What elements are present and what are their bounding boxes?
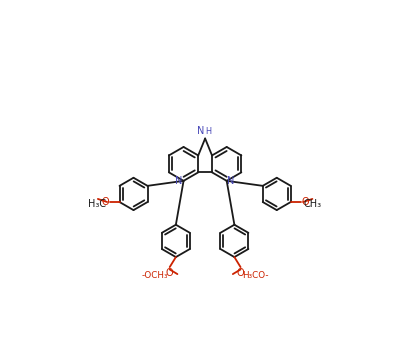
Text: -OCH₃: -OCH₃ [142,271,168,280]
Text: N: N [175,176,183,186]
Text: H₃CO-: H₃CO- [242,271,269,280]
Text: O: O [101,197,109,207]
Text: H₃C: H₃C [88,199,106,208]
Text: CH₃: CH₃ [304,199,322,208]
Text: N: N [197,126,205,136]
Text: O: O [302,197,309,207]
Text: O: O [237,268,244,278]
Text: H: H [205,127,211,136]
Text: O: O [166,268,174,278]
Text: N: N [227,176,235,186]
